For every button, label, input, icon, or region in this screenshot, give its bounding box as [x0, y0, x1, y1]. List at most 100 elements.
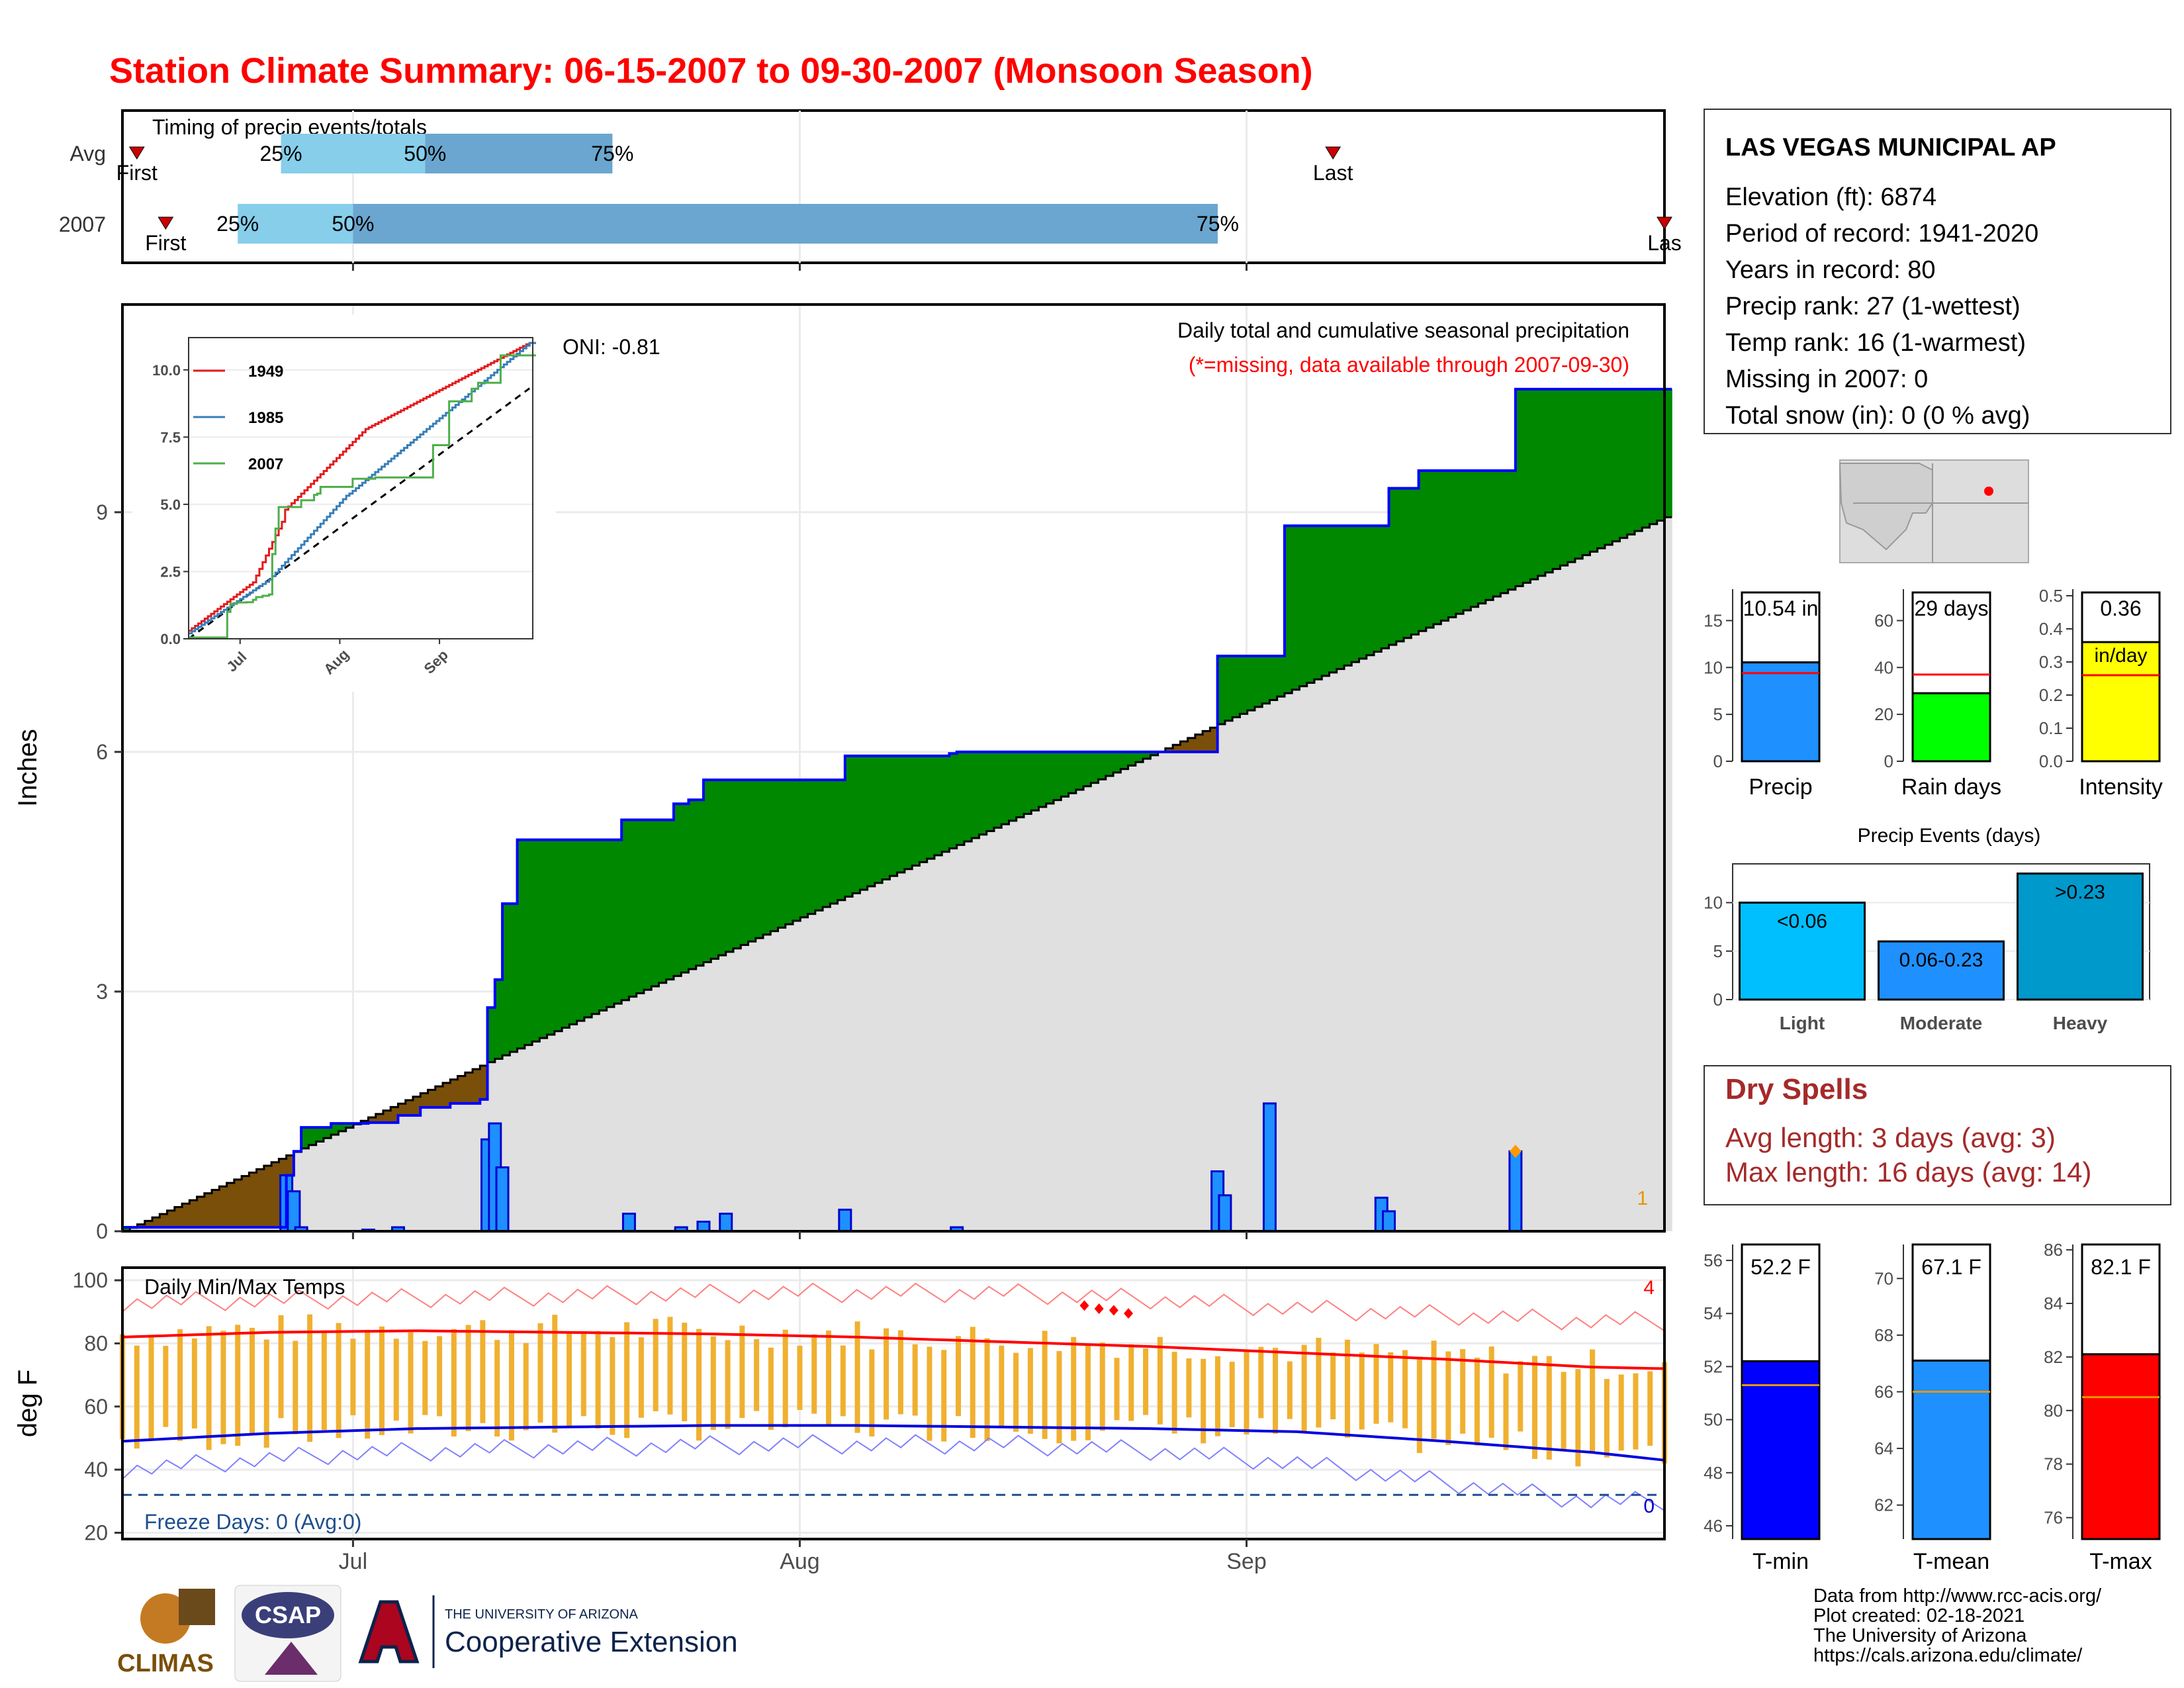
normal-fill-day-181 [1471, 606, 1479, 1231]
normal-fill-day-177 [1441, 620, 1449, 1231]
temp-day-bar-27 [508, 1330, 514, 1441]
normal-fill-day-152 [1254, 706, 1263, 1231]
surplus-fill-day-51 [502, 904, 510, 1056]
surplus-fill-day-198 [1597, 389, 1606, 549]
intensity-ytick-label-0: 0.0 [2039, 751, 2063, 771]
normal-fill-day-127 [1068, 793, 1077, 1231]
normal-fill-day-183 [1485, 600, 1494, 1231]
surplus-fill-day-153 [1262, 656, 1270, 704]
temp-day-bar-32 [580, 1331, 586, 1417]
temp-day-bar-24 [465, 1325, 471, 1431]
csap-wordmark: CSAP [255, 1601, 321, 1628]
surplus-fill-day-163 [1336, 526, 1345, 669]
surplus-fill-day-94 [823, 780, 831, 908]
surplus-fill-day-104 [897, 755, 905, 873]
surplus-fill-day-195 [1574, 389, 1583, 559]
temp-label: Daily Min/Max Temps [144, 1275, 345, 1299]
surplus-fill-day-49 [487, 1008, 496, 1062]
normal-fill-day-195 [1574, 558, 1583, 1231]
temp-day-bar-82 [1301, 1344, 1307, 1432]
temp-day-bar-13 [307, 1314, 313, 1442]
intensity-frame [2081, 591, 2161, 643]
normal-fill-day-72 [659, 982, 667, 1231]
oni-label: ONI: -0.81 [563, 335, 660, 359]
deficit-fill-day-15 [234, 1179, 242, 1227]
normal-fill-day-160 [1314, 679, 1322, 1231]
events-bar-1 [1878, 940, 2005, 1001]
normal-fill-day-32 [361, 1123, 369, 1231]
surplus-fill-day-75 [681, 804, 689, 973]
normal-fill-day-54 [524, 1045, 533, 1231]
normal-fill-day-78 [703, 962, 711, 1231]
precip-ytick-label-2: 10 [1704, 657, 1723, 677]
temp-day-bar-18 [379, 1326, 385, 1435]
temp-day-bar-97 [1518, 1361, 1524, 1432]
surplus-fill-day-168 [1374, 526, 1382, 652]
tmean-ytick-label-4: 70 [1874, 1268, 1893, 1288]
tmean-ytick-label-3: 68 [1874, 1325, 1893, 1345]
surplus-fill-day-173 [1411, 488, 1420, 635]
normal-fill-day-204 [1642, 527, 1650, 1232]
surplus-fill-day-133 [1113, 751, 1121, 773]
surplus-fill-day-71 [651, 820, 659, 987]
record-max-line [122, 1282, 1665, 1332]
timing-y2007-q2-bar [353, 204, 1218, 244]
surplus-fill-day-188 [1523, 389, 1531, 583]
normal-fill-day-197 [1590, 551, 1598, 1231]
normal-fill-day-161 [1322, 676, 1330, 1231]
temp-ytick-label-0: 20 [84, 1521, 108, 1544]
precip-bar [1741, 661, 1821, 763]
deficit-fill-day-17 [249, 1172, 257, 1227]
temp-day-bar-100 [1561, 1372, 1567, 1450]
surplus-fill-day-124 [1046, 751, 1054, 804]
deficit-fill-day-45 [457, 1076, 466, 1103]
events-bar-label-0: <0.06 [1777, 911, 1827, 933]
rain_days-bar [1911, 692, 1991, 763]
normal-fill-day-83 [741, 945, 749, 1231]
timing-y2007-first-marker [158, 216, 174, 230]
normal-fill-day-117 [993, 827, 1002, 1231]
normal-fill-day-138 [1150, 755, 1159, 1231]
tmin-ytick-label-5: 56 [1704, 1250, 1723, 1270]
normal-fill-day-14 [226, 1227, 235, 1231]
surplus-fill-day-157 [1292, 526, 1300, 690]
inset-frame [188, 337, 533, 639]
surplus-fill-day-97 [844, 755, 853, 897]
normal-fill-day-66 [614, 1004, 622, 1231]
deficit-fill-day-46 [465, 1072, 473, 1103]
normal-cumulative-line [122, 516, 1672, 1233]
temp-marks [120, 1282, 1667, 1511]
normal-fill-day-80 [718, 955, 727, 1231]
surplus-fill-day-57 [547, 839, 555, 1035]
normal-fill-day-97 [844, 896, 853, 1231]
station-line-6: Missing in 2007: 0 [1725, 365, 1928, 393]
temp-day-bar-53 [884, 1328, 889, 1420]
surplus-fill-day-50 [494, 979, 503, 1059]
normal-fill-day-184 [1493, 596, 1501, 1231]
timing-avg-q1-bar [281, 134, 426, 173]
normal-fill-day-37 [398, 1115, 406, 1231]
temp-day-bar-8 [235, 1325, 241, 1446]
temp-day-bar-54 [897, 1330, 903, 1415]
temp-day-bar-49 [826, 1331, 832, 1427]
tmin-ytick-label-0: 46 [1704, 1516, 1723, 1536]
normal-fill-day-94 [823, 907, 831, 1231]
temp-day-bar-83 [1316, 1337, 1322, 1428]
surplus-fill-day-154 [1269, 656, 1278, 700]
temp-day-bar-105 [1633, 1373, 1639, 1450]
normal-fill-day-88 [778, 927, 786, 1231]
deficit-fill-day-3 [144, 1221, 153, 1227]
normal-fill-day-141 [1173, 751, 1181, 1231]
x-tick-label-2: Sep [1226, 1549, 1267, 1574]
surplus-fill-day-149 [1232, 656, 1240, 718]
temp-day-bar-76 [1214, 1356, 1220, 1436]
temp-ytick-label-3: 80 [84, 1331, 108, 1355]
surplus-fill-day-84 [748, 780, 756, 942]
deficit-fill-day-6 [167, 1210, 175, 1227]
inset-legend-label-2: 2007 [248, 455, 283, 473]
normal-fill-day-17 [249, 1227, 257, 1231]
station-line-4: Precip rank: 27 (1-wettest) [1725, 293, 2021, 320]
surplus-fill-day-66 [614, 839, 622, 1004]
precip-marks [122, 387, 1672, 1233]
